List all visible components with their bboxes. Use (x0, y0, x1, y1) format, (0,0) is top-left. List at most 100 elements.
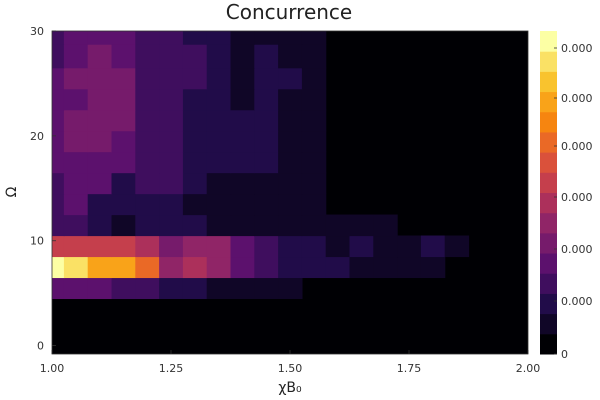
heatmap-cell (87, 88, 113, 111)
heatmap-cell (230, 88, 255, 111)
y-tick-label: 20 (30, 130, 44, 143)
heatmap-cell (135, 235, 160, 258)
heatmap-cell (63, 67, 89, 90)
heatmap-cell (135, 193, 160, 216)
heatmap-cell (63, 109, 89, 132)
heatmap-cell (420, 235, 446, 258)
x-tick-label: 1.00 (40, 362, 65, 375)
heatmap-cell (159, 151, 184, 174)
heatmap-cell (63, 214, 89, 237)
heatmap-cell (159, 172, 184, 195)
heatmap-cell (278, 172, 303, 195)
heatmap-cell (325, 256, 351, 279)
heatmap-cell (52, 235, 65, 258)
heatmap-cell (301, 172, 327, 195)
heatmap-cell (206, 214, 232, 237)
heatmap-cell (254, 67, 279, 90)
heatmap-cell (182, 235, 208, 258)
heatmap-cell (206, 31, 232, 45)
heatmap-cell (373, 235, 398, 258)
heatmap-cell (301, 67, 327, 90)
colorbar-segment (540, 172, 557, 193)
heatmap-cell (230, 256, 255, 279)
colorbar-segment (540, 91, 557, 113)
colorbar-segment (540, 131, 557, 153)
heatmap-cell (63, 151, 89, 174)
heatmap-cell (87, 277, 113, 300)
heatmap-cell (111, 193, 136, 216)
heatmap-cell (135, 214, 160, 237)
heatmap-cell (278, 235, 303, 258)
heatmap-cell (206, 44, 232, 69)
heatmap-cell (182, 31, 208, 45)
heatmap-cell (278, 67, 303, 90)
heatmap-cell (52, 67, 65, 90)
colorbar-segment (540, 253, 557, 274)
heatmap-cell (111, 109, 136, 132)
heatmap-cell (111, 88, 136, 111)
heatmap-cell (373, 214, 398, 237)
colorbar-tick-label: 0.000 (561, 140, 593, 153)
heatmap-cell (230, 31, 255, 45)
heatmap-cell (159, 235, 184, 258)
heatmap-cell (349, 256, 374, 279)
colorbar-tick-label: 0.000 (561, 92, 593, 105)
heatmap-cell (111, 67, 136, 90)
heatmap-cell (254, 235, 279, 258)
y-axis-label: Ω (4, 186, 20, 197)
heatmap-cell (87, 67, 113, 90)
heatmap-cell (254, 172, 279, 195)
heatmap-cell (87, 130, 113, 153)
heatmap-cell (325, 214, 351, 237)
x-tick-label: 1.25 (159, 362, 184, 375)
heatmap-cell (349, 235, 374, 258)
heatmap-cell (52, 130, 65, 153)
heatmap-cell (182, 44, 208, 69)
heatmap-cell (254, 214, 279, 237)
heatmap-cell (278, 130, 303, 153)
heatmap-cell (111, 130, 136, 153)
heatmap-cell (278, 214, 303, 237)
heatmap-cell (111, 214, 136, 237)
heatmap-cell (52, 44, 65, 69)
heatmap-cell (52, 109, 65, 132)
heatmap-cell (254, 130, 279, 153)
heatmap-cell (159, 44, 184, 69)
heatmap-cell (111, 256, 136, 279)
heatmap-cell (135, 130, 160, 153)
colorbar-segment (540, 111, 557, 133)
heatmap-cell (325, 235, 351, 258)
colorbar-tick-label: 0.000 (561, 191, 593, 204)
heatmap-cell (301, 235, 327, 258)
heatmap-cell (159, 256, 184, 279)
heatmap-cell (159, 130, 184, 153)
heatmap-cell (397, 235, 422, 258)
heatmap-cell (254, 88, 279, 111)
heatmap-cell (52, 31, 65, 45)
y-axis-ticks: 0 10 20 30 (30, 25, 56, 353)
heatmap-cell (135, 67, 160, 90)
colorbar-tick-label: 0.000 (561, 42, 593, 55)
heatmap-cell (254, 44, 279, 69)
colorbar-ticks: 0 0.000 0.000 0.000 0.000 0.000 0.000 (554, 42, 593, 361)
heatmap-cell (135, 44, 160, 69)
heatmap-cell (301, 88, 327, 111)
heatmap-cell (230, 44, 255, 69)
heatmap-cell (230, 67, 255, 90)
heatmap-cell (206, 109, 232, 132)
heatmap-cell (52, 151, 65, 174)
colorbar-segment (540, 192, 557, 214)
heatmap-cell (87, 31, 113, 45)
heatmap-cell (63, 256, 89, 279)
heatmap-cell (206, 256, 232, 279)
heatmap-cell (87, 214, 113, 237)
heatmap-cell (301, 256, 327, 279)
heatmap-cell (182, 193, 208, 216)
heatmap-cell (159, 214, 184, 237)
heatmap-cell (397, 256, 422, 279)
heatmap-cell (111, 235, 136, 258)
heatmap-cell (230, 172, 255, 195)
heatmap-cell (63, 31, 89, 45)
heatmap-cell (63, 277, 89, 300)
